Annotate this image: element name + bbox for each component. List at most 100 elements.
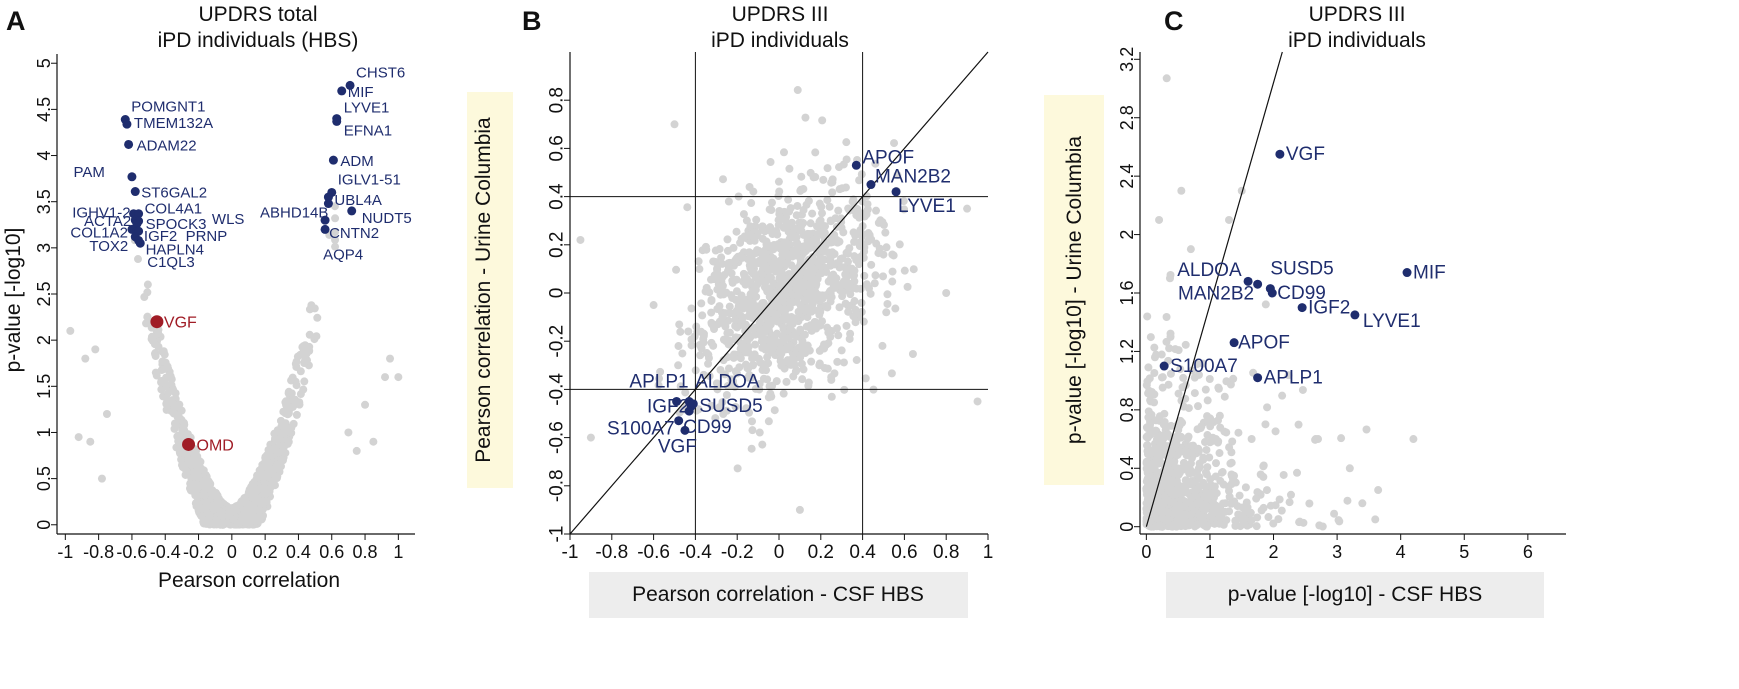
panel-b-bg-point	[803, 272, 812, 281]
panel-b-bg-point	[895, 240, 904, 249]
panel-b-y-tick-label: 0.6	[547, 135, 568, 161]
panel-b-point-man2b2	[866, 180, 876, 190]
panel-b-bg-point	[687, 304, 696, 313]
panel-c-bg-point	[1209, 502, 1218, 511]
panel-c-bg-point	[1192, 486, 1201, 495]
panel-b-bg-point	[851, 318, 860, 327]
panel-a-bg-point	[313, 313, 322, 322]
panel-b-point-cd99	[684, 406, 694, 416]
panel-b-bg-point	[872, 206, 881, 215]
panel-a-bg-point	[86, 437, 95, 446]
panel-a-label-col4a1: COL4A1	[145, 201, 203, 218]
panel-c-bg-point	[1157, 350, 1166, 359]
panel-b-ylabel: Pearson correlation - Urine Columbia	[472, 117, 495, 463]
panel-c-reference-line-diagonal	[1145, 51, 1283, 527]
panel-b-bg-point	[740, 298, 749, 307]
panel-b-bg-point	[841, 299, 850, 308]
panel-c-y-tick-label: 2.4	[1117, 164, 1137, 189]
panel-b-bg-point	[963, 204, 972, 213]
panel-c-bg-point	[1165, 344, 1174, 353]
panel-c-bg-point	[1144, 413, 1153, 422]
panel-a-label-adam22: ADAM22	[137, 137, 197, 154]
panel-b-bg-point	[860, 212, 869, 221]
panel-b-bg-point	[816, 218, 825, 227]
panel-a-bg-point	[205, 512, 214, 521]
panel-a-label-pam: PAM	[74, 164, 105, 181]
panel-b-bg-point	[857, 170, 866, 179]
panel-a-bg-point	[178, 463, 187, 472]
panel-b-bg-point	[797, 172, 806, 181]
panel-b-bg-point	[883, 299, 892, 308]
panel-b-point-aplp1	[672, 396, 682, 406]
panel-a-bg-point	[179, 423, 188, 432]
panel-c-bg-point	[1242, 498, 1251, 507]
panel-c-bg-point	[1160, 417, 1169, 426]
panel-a-label-aqp4: AQP4	[323, 246, 363, 263]
panel-b-bg-point	[832, 324, 841, 333]
panel-c-bg-point	[1142, 423, 1151, 432]
panel-a-x-tick-label: 0.8	[353, 542, 378, 562]
panel-a-point-c1ql3	[135, 238, 145, 248]
panel-b-bg-point	[777, 292, 786, 301]
panel-b-bg-point	[696, 351, 705, 360]
panel-b-bg-point	[586, 433, 595, 442]
panel-b-bg-point	[795, 262, 804, 271]
panel-a-y-tick-label: 1	[34, 427, 54, 437]
panel-b-y-tick-label: 0	[547, 288, 568, 299]
panel-c-bg-point	[1261, 420, 1270, 429]
panel-b-bg-point	[746, 290, 755, 299]
panel-b-bg-point	[878, 218, 887, 227]
panel-a-label-hapln4: HAPLN4	[146, 241, 204, 258]
panel-a-bg-point	[74, 433, 83, 442]
panel-c-bg-point	[1144, 363, 1153, 372]
panel-b-bg-point	[709, 257, 718, 266]
panel-c-bg-point	[1171, 509, 1180, 518]
panel-b-bg-point	[717, 253, 726, 262]
panel-b-bg-point	[788, 354, 797, 363]
panel-a-bg-point	[66, 326, 75, 335]
panel-c-bg-point	[1298, 385, 1307, 394]
panel-a-bg-point	[174, 438, 183, 447]
panel-a-bg-point	[143, 312, 152, 321]
panel-b-bg-point	[850, 267, 859, 276]
panel-a-bg-point	[269, 444, 278, 453]
panel-a-bg-point	[248, 512, 257, 521]
panel-b-bg-point	[866, 289, 875, 298]
panel-a-bg-point	[361, 400, 370, 409]
panel-c-bg-point	[1371, 515, 1380, 524]
panel-b-bg-point	[827, 392, 836, 401]
panel-c-bg-point	[1229, 374, 1238, 383]
panel-b-bg-point	[841, 183, 850, 192]
panel-c-bg-point	[1247, 435, 1256, 444]
panel-b-bg-point	[837, 223, 846, 232]
panel-c-bg-point	[1155, 215, 1164, 224]
panel-b-bg-point	[746, 230, 755, 239]
panel-b-bg-point	[718, 281, 727, 290]
panel-a-bg-point	[169, 409, 178, 418]
panel-c-point-igf2	[1297, 303, 1307, 313]
panel-b-bg-point	[715, 302, 724, 311]
panel-b-bg-point	[764, 320, 773, 329]
panel-c-bg-point	[1230, 471, 1239, 480]
panel-a-bg-point	[162, 405, 171, 414]
panel-b-bg-point	[709, 341, 718, 350]
panel-a-bg-point	[202, 518, 211, 527]
panel-c-bg-point	[1152, 508, 1161, 517]
panel-c-bg-point	[1220, 392, 1229, 401]
panel-b-bg-point	[942, 289, 951, 297]
panel-b-bg-point	[751, 274, 760, 283]
panel-c-y-tick-label: 0	[1117, 522, 1137, 532]
panel-a-bg-point	[169, 399, 178, 408]
panel-c-bg-point	[1146, 333, 1155, 342]
panel-b-bg-point	[751, 340, 760, 349]
panel-b-x-tick-label: -1	[562, 542, 579, 563]
panel-c-bg-point	[1172, 438, 1181, 447]
panel-b-plot: -1 -0.8 -0.6 -0.4 -0.2 0 0.2 0.4 0.6 0.8 1 -1 -0.8 -0…	[547, 51, 993, 563]
panel-b-bg-point	[676, 382, 685, 391]
panel-b-bg-point	[791, 367, 800, 376]
panel-b-subtitle: iPD individuals	[711, 29, 849, 52]
panel-b-bg-point	[741, 280, 750, 289]
panel-c-subtitle: iPD individuals	[1288, 29, 1426, 52]
panel-b-label-aplp1: APLP1	[629, 371, 688, 392]
panel-c-bg-point	[1183, 434, 1192, 443]
